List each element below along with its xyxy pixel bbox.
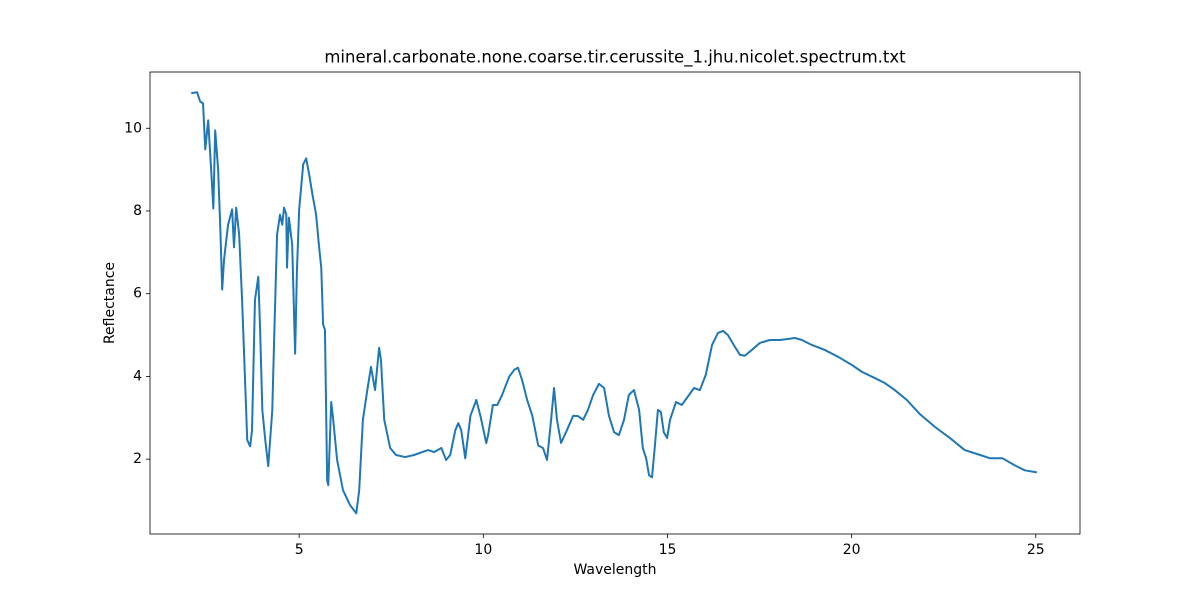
chart-title: mineral.carbonate.none.coarse.tir.ceruss… bbox=[324, 48, 906, 68]
plot-frame bbox=[149, 71, 1081, 535]
x-axis-label: Wavelength bbox=[573, 562, 656, 578]
x-tick-label: 5 bbox=[295, 542, 304, 558]
x-tick-label: 25 bbox=[1027, 542, 1045, 558]
y-tick-label: 4 bbox=[133, 368, 142, 384]
x-tick-label: 20 bbox=[843, 542, 861, 558]
line-series bbox=[191, 91, 1038, 515]
x-tick-label: 15 bbox=[659, 542, 677, 558]
y-tick-label: 10 bbox=[124, 120, 142, 136]
x-tick-label: 10 bbox=[474, 542, 492, 558]
y-tick-label: 6 bbox=[133, 286, 142, 302]
y-tick-label: 2 bbox=[133, 451, 142, 467]
y-axis-label: Reflectance bbox=[102, 262, 118, 344]
y-tick-label: 8 bbox=[133, 203, 142, 219]
